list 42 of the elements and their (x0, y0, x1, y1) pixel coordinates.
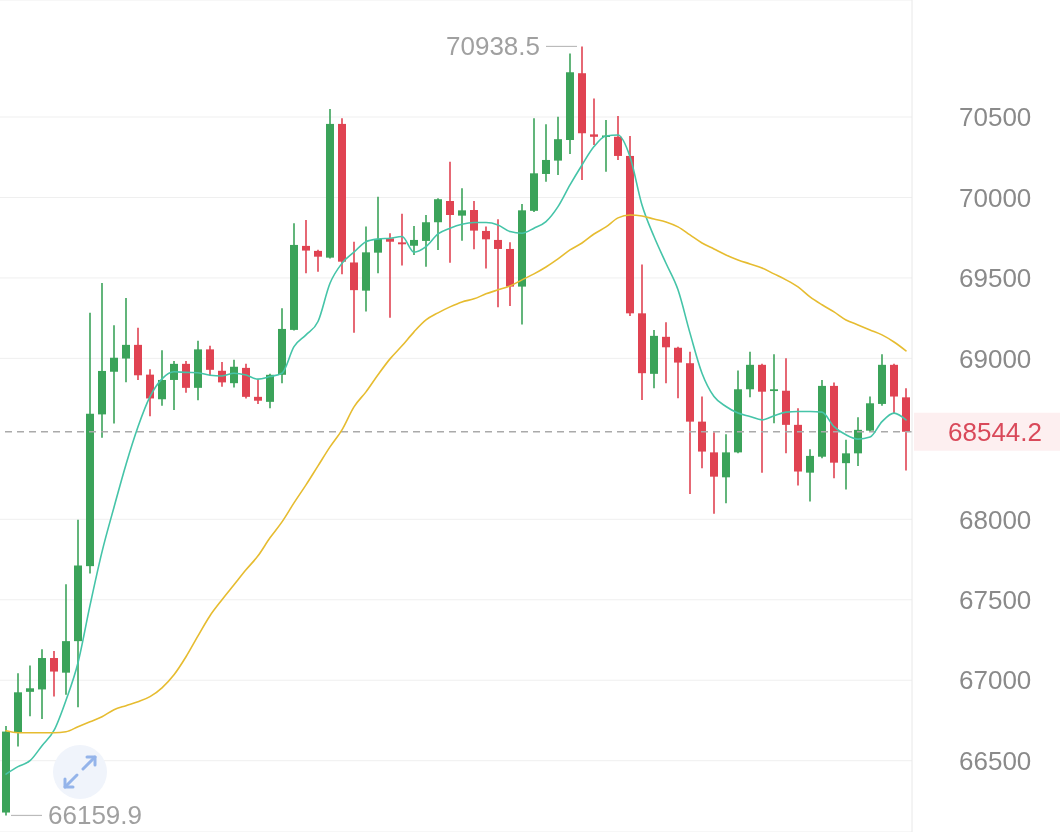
candlestick (590, 97, 598, 146)
candlestick (662, 321, 670, 384)
candlestick (542, 123, 550, 183)
candlestick (446, 160, 454, 264)
annotation: 70938.5 (446, 31, 540, 62)
y-tick-label: 70000 (959, 182, 1032, 213)
y-tick-label: 66500 (959, 745, 1032, 776)
candlestick (314, 248, 322, 273)
ref-line-label: 68544.2 (948, 416, 1042, 447)
candlestick (122, 297, 130, 384)
candlestick (470, 200, 478, 251)
candlestick (302, 219, 310, 275)
candlestick (26, 664, 34, 717)
candlestick (206, 345, 214, 377)
candlestick (254, 378, 262, 405)
candlestick (386, 232, 394, 319)
y-tick-label: 69000 (959, 343, 1032, 374)
annotation: 66159.9 (48, 800, 142, 831)
y-tick-label: 67000 (959, 665, 1032, 696)
candlestick (398, 213, 406, 267)
candlestick (806, 448, 814, 503)
candlestick (110, 324, 118, 425)
candlestick (482, 225, 490, 270)
candlestick (674, 346, 682, 400)
candlestick (182, 360, 190, 394)
y-tick-label: 70500 (959, 102, 1032, 133)
candlestick (158, 349, 166, 407)
candlestick (434, 197, 442, 251)
y-tick-label: 68000 (959, 504, 1032, 535)
candlestick (554, 115, 562, 176)
candlestick (458, 187, 466, 242)
candlestick (770, 353, 778, 425)
candlestick (614, 115, 622, 161)
candlestick (422, 214, 430, 268)
candlestick (494, 218, 502, 309)
y-tick-label: 67500 (959, 585, 1032, 616)
candlestick (842, 439, 850, 491)
candlestick (374, 195, 382, 275)
line-series (5, 214, 907, 734)
candlestick (410, 225, 418, 256)
candlestick (50, 650, 58, 698)
y-tick-label: 69500 (959, 263, 1032, 294)
